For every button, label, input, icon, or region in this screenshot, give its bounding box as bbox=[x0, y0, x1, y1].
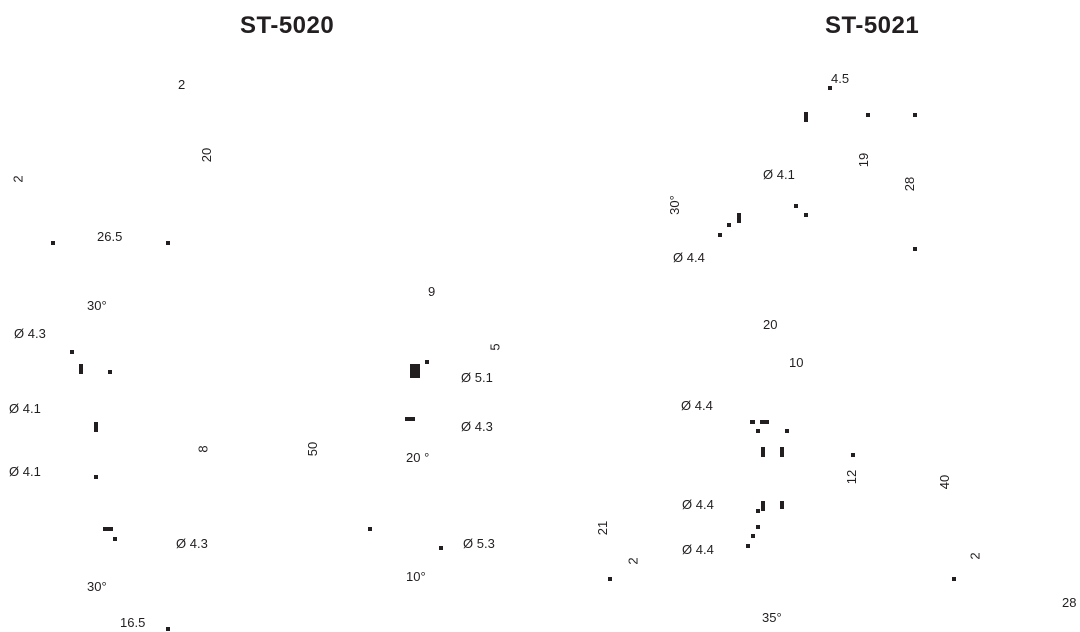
drawing-mark bbox=[760, 420, 769, 424]
drawing-mark bbox=[405, 417, 415, 421]
diameter-label: Ø 4.1 bbox=[763, 167, 795, 182]
drawing-mark bbox=[761, 501, 765, 511]
dimension-label: 2 bbox=[967, 552, 983, 560]
dimension-label: 28 bbox=[1062, 595, 1077, 610]
drawing-mark bbox=[913, 247, 917, 251]
drawing-mark bbox=[913, 113, 917, 117]
drawing-mark bbox=[780, 501, 784, 509]
drawing-mark bbox=[866, 113, 870, 117]
diameter-label: Ø 4.1 bbox=[9, 464, 41, 479]
diameter-label: Ø 5.3 bbox=[463, 536, 495, 551]
drawing-mark bbox=[103, 527, 113, 531]
drawing-mark bbox=[608, 577, 612, 581]
drawing-mark bbox=[108, 370, 112, 374]
dimension-label: 26.5 bbox=[97, 229, 123, 244]
dimension-label: 20 bbox=[199, 147, 215, 163]
diameter-label: Ø 4.3 bbox=[461, 419, 493, 434]
drawing-mark bbox=[368, 527, 372, 531]
angle-label: 30° bbox=[87, 579, 107, 594]
diameter-label: Ø 4.3 bbox=[14, 326, 46, 341]
dimension-label: 20 bbox=[763, 317, 778, 332]
angle-label: 30° bbox=[87, 298, 107, 313]
drawing-mark bbox=[780, 447, 784, 457]
drawing-mark bbox=[718, 233, 722, 237]
drawing-mark bbox=[113, 537, 117, 541]
drawing-mark bbox=[727, 223, 731, 227]
drawing-mark bbox=[761, 447, 765, 457]
drawing-mark bbox=[166, 241, 170, 245]
drawing-mark bbox=[425, 360, 429, 364]
dimension-label: 19 bbox=[856, 152, 872, 168]
drawing-mark bbox=[750, 420, 755, 424]
diameter-label: Ø 5.1 bbox=[461, 370, 493, 385]
angle-label: 10° bbox=[406, 569, 426, 584]
dimension-label: 2 bbox=[178, 77, 186, 92]
drawing-mark bbox=[804, 213, 808, 217]
angle-label: 30° bbox=[666, 195, 682, 215]
drawing-mark bbox=[756, 429, 760, 433]
drawing-title-st-5020: ST-5020 bbox=[240, 12, 335, 39]
drawing-mark bbox=[851, 453, 855, 457]
drawing-title-st-5021: ST-5021 bbox=[825, 12, 920, 39]
diameter-label: Ø 4.4 bbox=[681, 398, 713, 413]
angle-label: 20 ° bbox=[406, 450, 430, 465]
drawing-mark bbox=[785, 429, 789, 433]
drawing-mark bbox=[746, 544, 750, 548]
drawing-mark bbox=[94, 475, 98, 479]
diameter-label: Ø 4.4 bbox=[673, 250, 705, 265]
drawing-mark bbox=[737, 213, 741, 223]
dimension-label: 16.5 bbox=[120, 615, 146, 630]
dimension-label: 21 bbox=[595, 520, 611, 536]
drawing-mark bbox=[756, 509, 760, 513]
drawing-mark bbox=[794, 204, 798, 208]
dimension-label: 28 bbox=[902, 176, 918, 192]
dimension-label: 40 bbox=[937, 474, 953, 490]
dimension-label: 10 bbox=[789, 355, 804, 370]
diameter-label: Ø 4.4 bbox=[682, 542, 714, 557]
drawing-mark bbox=[79, 364, 83, 374]
dimension-label: 2 bbox=[625, 557, 641, 565]
dimension-label: 9 bbox=[428, 284, 436, 299]
dimension-label: 4.5 bbox=[831, 71, 850, 86]
dimension-label: 5 bbox=[487, 343, 503, 351]
drawing-mark bbox=[756, 525, 760, 529]
drawing-mark bbox=[70, 350, 74, 354]
drawing-mark bbox=[751, 534, 755, 538]
dimension-label: 2 bbox=[10, 175, 26, 183]
dimension-label: 8 bbox=[195, 445, 211, 453]
drawing-mark bbox=[439, 546, 443, 550]
drawing-mark bbox=[94, 422, 98, 432]
dimension-label: 50 bbox=[305, 441, 321, 457]
diameter-label: Ø 4.1 bbox=[9, 401, 41, 416]
drawing-mark bbox=[166, 627, 170, 631]
angle-label: 35° bbox=[762, 610, 782, 625]
drawing-mark bbox=[952, 577, 956, 581]
diameter-label: Ø 4.4 bbox=[682, 497, 714, 512]
drawing-mark bbox=[804, 112, 808, 122]
drawing-mark bbox=[410, 364, 420, 378]
diameter-label: Ø 4.3 bbox=[176, 536, 208, 551]
dimension-label: 12 bbox=[844, 469, 860, 485]
drawing-mark bbox=[828, 86, 832, 90]
drawing-mark bbox=[51, 241, 55, 245]
